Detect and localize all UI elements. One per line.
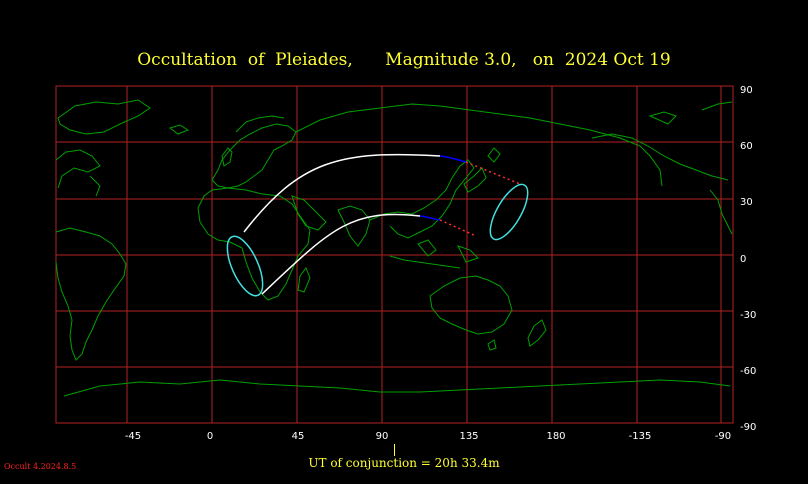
longitude-labels: -45 0 45 90 135 180 -135 -90 [125, 431, 731, 442]
south-america-coast [55, 227, 127, 361]
japan-coast [463, 167, 487, 193]
north-america-west-coast [709, 189, 733, 235]
coastlines [55, 99, 733, 397]
new-zealand-coast [527, 319, 547, 347]
north-america-coast [55, 149, 101, 189]
australia-coast [429, 275, 513, 335]
arabia-coast [291, 195, 327, 231]
latitude-label: 90 [740, 85, 753, 96]
longitude-label: -45 [125, 431, 141, 442]
latitude-labels: 90 60 30 0 -30 -60 -90 [740, 85, 756, 433]
northern-limit-daylight [439, 155, 467, 163]
madagascar-coast [297, 266, 311, 293]
southern-limit-line [261, 213, 421, 295]
longitude-label: 180 [546, 431, 565, 442]
kamchatka-coast [487, 147, 501, 163]
northern-limit-below-horizon [465, 161, 521, 185]
southern-limit-daylight [419, 215, 441, 221]
britain-coast [221, 147, 233, 167]
southern-limit-below-horizon [439, 219, 477, 237]
alaska-coast [591, 133, 729, 181]
latitude-label: -30 [740, 310, 756, 321]
greenland-coast [57, 99, 151, 135]
longitude-label: 90 [376, 431, 389, 442]
map-title: Occultation of Pleiades, Magnitude 3.0, … [137, 50, 671, 70]
india-coast [337, 205, 371, 247]
longitude-label: -90 [715, 431, 731, 442]
europe-coast [211, 123, 297, 189]
asia-north-coast [295, 103, 663, 187]
borneo-coast [417, 239, 437, 257]
latitude-label: 60 [740, 141, 753, 152]
longitude-label: 135 [459, 431, 478, 442]
northern-limit-line [243, 153, 441, 233]
africa-coast [197, 187, 311, 301]
iceland-coast [168, 124, 190, 135]
occultation-path [226, 153, 529, 297]
west-limit-ellipse [226, 235, 264, 297]
arctic-island-coast [648, 111, 677, 125]
graticule [56, 86, 733, 423]
latitude-label: -90 [740, 422, 756, 433]
antarctica-coast [63, 379, 731, 397]
canada-arctic-coast [701, 101, 733, 111]
indonesia-coast [389, 255, 461, 269]
east-limit-ellipse [489, 183, 529, 241]
latitude-label: 0 [740, 254, 746, 265]
conjunction-marker [394, 444, 395, 456]
longitude-label: 0 [207, 431, 213, 442]
conjunction-time: UT of conjunction = 20h 33.4m [308, 456, 500, 470]
longitude-label: 45 [292, 431, 305, 442]
north-america-coast [89, 175, 101, 197]
latitude-label: 30 [740, 197, 753, 208]
longitude-label: -135 [629, 431, 652, 442]
software-version: Occult 4.2024.8.5 [4, 462, 77, 471]
scandinavia-coast [235, 115, 285, 133]
new-guinea-coast [457, 245, 479, 263]
latitude-label: -60 [740, 366, 756, 377]
tasmania-coast [487, 339, 497, 351]
